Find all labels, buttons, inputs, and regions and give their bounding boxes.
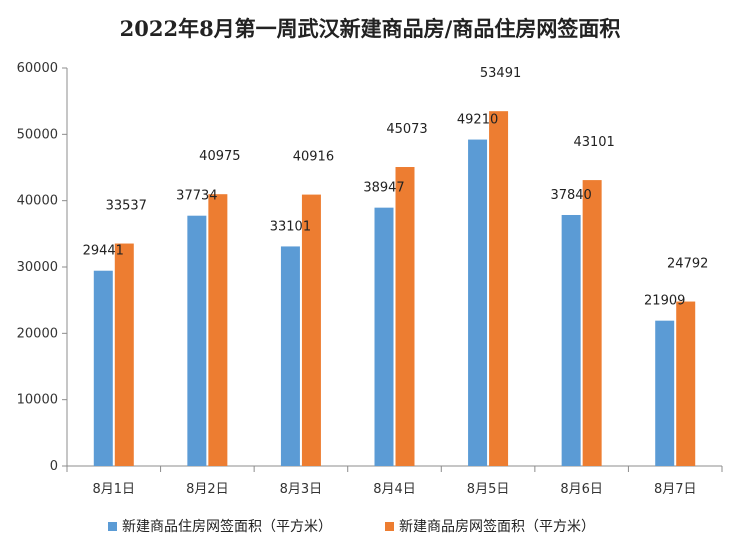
bar-series-1 bbox=[561, 214, 581, 466]
data-label-series-1: 37734 bbox=[176, 189, 217, 204]
y-tick-label: 40000 bbox=[17, 194, 58, 209]
legend-swatch-series-1 bbox=[108, 522, 117, 531]
y-tick-label: 60000 bbox=[17, 61, 58, 76]
data-label-series-2: 40916 bbox=[293, 150, 334, 165]
y-tick-label: 30000 bbox=[17, 260, 58, 275]
y-tick-label: 20000 bbox=[17, 326, 58, 341]
y-tick-label: 10000 bbox=[17, 393, 58, 408]
bar-series-1 bbox=[280, 246, 300, 466]
bar-series-2 bbox=[114, 243, 134, 466]
bar-series-2 bbox=[489, 111, 509, 467]
x-tick-label: 8月5日 bbox=[467, 482, 510, 497]
bar-series-1 bbox=[93, 270, 113, 466]
data-label-series-2: 24792 bbox=[667, 257, 708, 272]
data-label-series-2: 40975 bbox=[199, 149, 240, 164]
y-tick-label: 0 bbox=[50, 459, 58, 474]
data-label-series-1: 37840 bbox=[550, 188, 591, 203]
bar-series-1 bbox=[655, 320, 675, 466]
x-tick-label: 8月2日 bbox=[186, 482, 229, 497]
x-tick-label: 8月3日 bbox=[280, 482, 323, 497]
bar-series-2 bbox=[395, 167, 415, 467]
data-label-series-1: 33101 bbox=[270, 219, 311, 234]
x-tick-label: 8月4日 bbox=[373, 482, 416, 497]
legend-swatch-series-2 bbox=[385, 522, 394, 531]
bar-series-2 bbox=[676, 301, 696, 466]
data-label-series-2: 45073 bbox=[386, 122, 427, 137]
chart-title: 2022年8月第一周武汉新建商品房/商品住房网签面积 bbox=[120, 16, 621, 41]
axes: 0 10000 20000 30000 40000 50000 60000 8月1日 8月2日 8… bbox=[17, 61, 723, 497]
bar-series-2 bbox=[301, 194, 321, 467]
data-label-series-2: 53491 bbox=[480, 66, 521, 81]
x-tick-label: 8月6日 bbox=[560, 482, 603, 497]
bar-series-1 bbox=[187, 215, 207, 466]
bars bbox=[93, 111, 696, 467]
bar-series-2 bbox=[582, 180, 602, 467]
bar-series-1 bbox=[468, 139, 488, 466]
legend: 新建商品住房网签面积（平方米） 新建商品房网签面积（平方米） bbox=[108, 518, 595, 535]
legend-label-series-2: 新建商品房网签面积（平方米） bbox=[399, 518, 595, 535]
legend-label-series-1: 新建商品住房网签面积（平方米） bbox=[122, 518, 332, 535]
x-tick-label: 8月1日 bbox=[93, 482, 136, 497]
data-label-series-1: 29441 bbox=[83, 244, 124, 259]
bar-series-2 bbox=[208, 194, 228, 467]
data-label-series-1: 21909 bbox=[644, 294, 685, 309]
data-label-series-1: 38947 bbox=[363, 181, 404, 196]
bar-series-1 bbox=[374, 207, 394, 467]
data-label-series-2: 33537 bbox=[106, 199, 147, 214]
y-tick-label: 50000 bbox=[17, 127, 58, 142]
data-label-series-2: 43101 bbox=[573, 135, 614, 150]
data-label-series-1: 49210 bbox=[457, 113, 498, 128]
x-tick-label: 8月7日 bbox=[654, 482, 697, 497]
data-labels: 29441 33537 37734 40975 33101 40916 38947 45073… bbox=[83, 66, 709, 308]
